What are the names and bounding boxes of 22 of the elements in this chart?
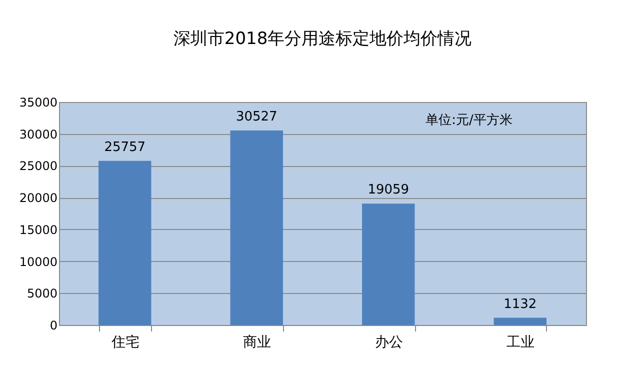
data-label: 1132 [504, 296, 537, 312]
y-tick-label: 10000 [19, 254, 58, 269]
x-tick-label: 工业 [506, 334, 535, 350]
x-tick-label: 办公 [374, 334, 403, 350]
bar [362, 204, 415, 325]
annotation: 单位:元/平方米 [426, 112, 512, 128]
bar [98, 160, 152, 325]
data-label: 30527 [236, 110, 278, 124]
bar [494, 318, 546, 325]
y-tick-label: 25000 [19, 159, 58, 174]
y-tick-label: 20000 [19, 191, 58, 206]
y-tick-label: 5000 [26, 286, 58, 301]
y-tick-label: 0 [50, 318, 58, 332]
data-label: 25757 [104, 140, 146, 155]
y-tick-label: 30000 [19, 127, 58, 142]
x-tick-label: 住宅 [110, 334, 140, 350]
chart-title: 深圳市2018年分用途标定地价均价情况 [173, 29, 472, 49]
data-label: 19059 [368, 182, 410, 198]
x-tick-label: 商业 [243, 334, 272, 350]
bar [230, 130, 283, 325]
y-tick-label: 15000 [19, 222, 58, 237]
y-tick-label: 35000 [19, 96, 58, 110]
